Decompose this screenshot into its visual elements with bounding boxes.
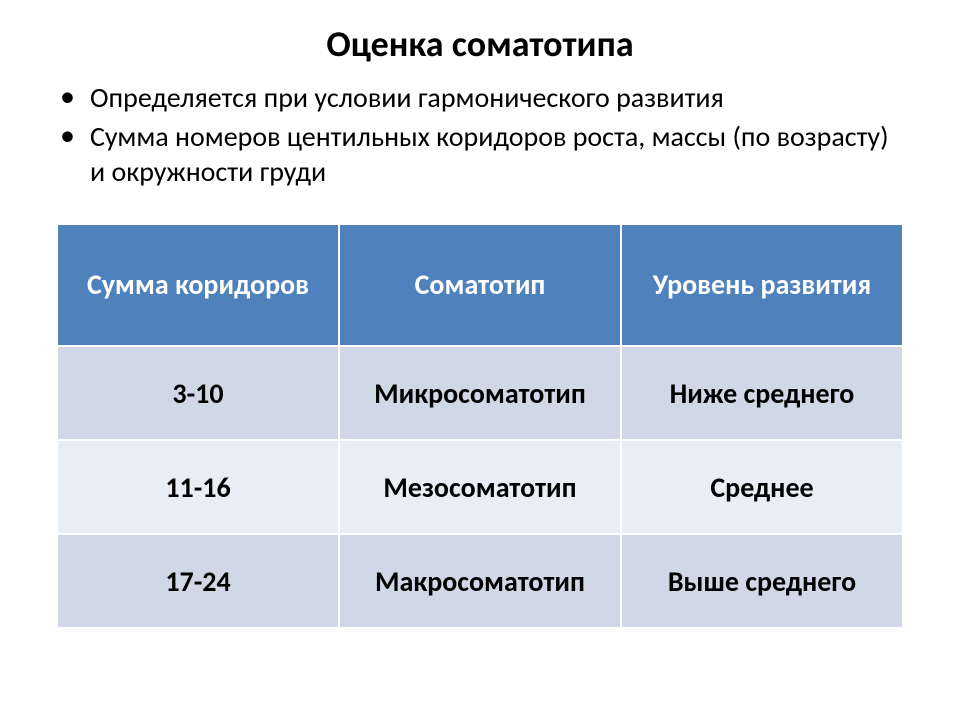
cell-type: Микросоматотип: [339, 346, 621, 440]
bullet-list: Определяется при условии гармонического …: [0, 80, 960, 189]
somatotype-table: Сумма коридоров Соматотип Уровень развит…: [56, 223, 904, 629]
bullet-item: Определяется при условии гармонического …: [90, 80, 900, 115]
cell-sum: 17-24: [57, 534, 339, 628]
slide: Оценка соматотипа Определяется при услов…: [0, 0, 960, 720]
table-row: 11-16 Мезосоматотип Среднее: [57, 440, 903, 534]
col-header-type: Соматотип: [339, 224, 621, 346]
table-container: Сумма коридоров Соматотип Уровень развит…: [0, 223, 960, 629]
slide-title: Оценка соматотипа: [0, 22, 960, 66]
bullet-item: Сумма номеров центильных коридоров роста…: [90, 119, 900, 189]
cell-level: Среднее: [621, 440, 903, 534]
cell-level: Выше среднего: [621, 534, 903, 628]
cell-level: Ниже среднего: [621, 346, 903, 440]
table-row: 17-24 Макросоматотип Выше среднего: [57, 534, 903, 628]
cell-sum: 11-16: [57, 440, 339, 534]
col-header-sum: Сумма коридоров: [57, 224, 339, 346]
cell-type: Мезосоматотип: [339, 440, 621, 534]
cell-type: Макросоматотип: [339, 534, 621, 628]
cell-sum: 3-10: [57, 346, 339, 440]
table-header-row: Сумма коридоров Соматотип Уровень развит…: [57, 224, 903, 346]
table-row: 3-10 Микросоматотип Ниже среднего: [57, 346, 903, 440]
col-header-level: Уровень развития: [621, 224, 903, 346]
